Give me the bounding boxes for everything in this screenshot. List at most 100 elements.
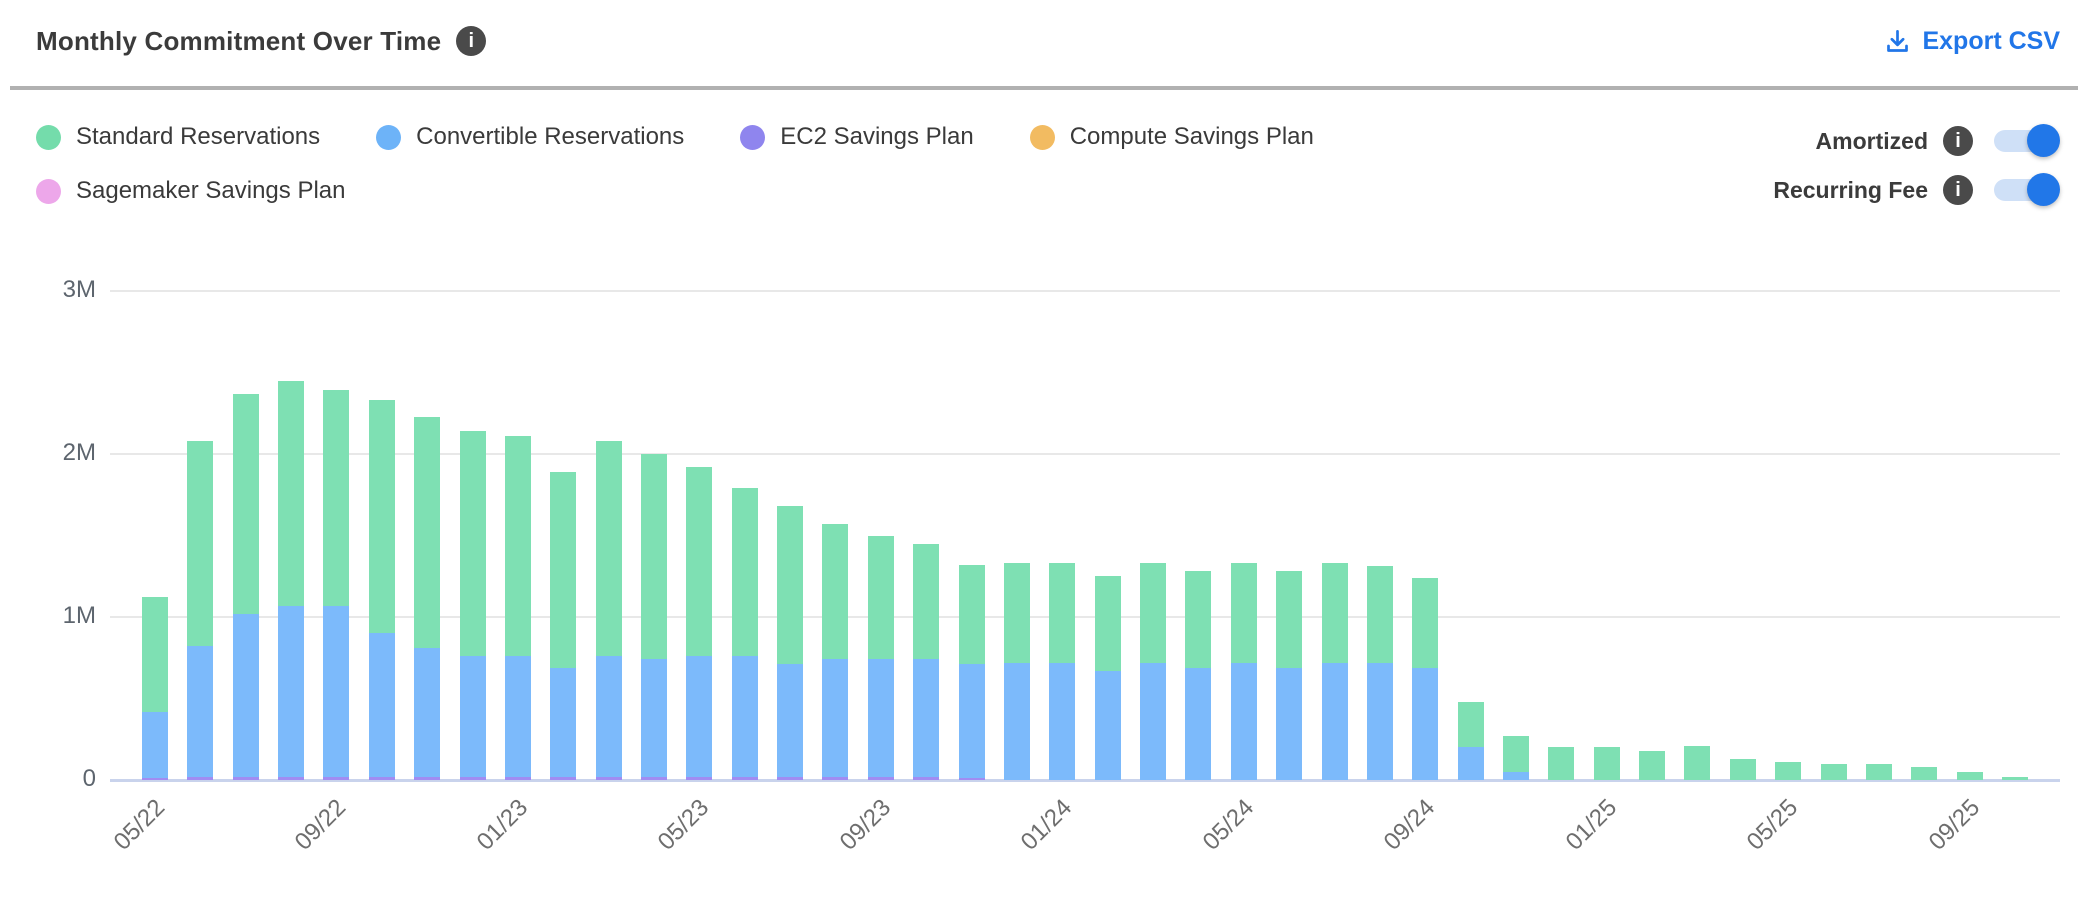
bar-segment[interactable]	[731, 488, 758, 657]
bar-segment[interactable]	[323, 776, 350, 780]
bar-segment[interactable]	[459, 776, 486, 780]
bar-segment[interactable]	[641, 776, 668, 780]
bar-segment[interactable]	[1185, 667, 1212, 780]
bar-segment[interactable]	[1185, 571, 1212, 668]
bar-segment[interactable]	[595, 440, 622, 657]
bar-segment[interactable]	[731, 776, 758, 780]
bar-segment[interactable]	[232, 393, 259, 614]
bar-segment[interactable]	[641, 454, 668, 660]
bar-segment[interactable]	[187, 646, 214, 777]
legend-item[interactable]: EC2 Savings Plan	[740, 122, 974, 152]
bar-segment[interactable]	[1548, 747, 1575, 780]
bar-segment[interactable]	[1412, 577, 1439, 668]
bar-segment[interactable]	[1140, 563, 1167, 663]
bar-segment[interactable]	[777, 506, 804, 665]
amortized-info-icon[interactable]	[1943, 126, 1973, 156]
bar-segment[interactable]	[1729, 758, 1756, 780]
title-info-icon[interactable]	[456, 26, 487, 56]
bar-segment[interactable]	[1321, 662, 1348, 780]
bar-segment[interactable]	[368, 400, 395, 634]
bar-segment[interactable]	[1457, 747, 1484, 780]
bar-segment[interactable]	[1775, 762, 1802, 780]
amortized-toggle[interactable]	[1994, 124, 2060, 157]
bar-segment[interactable]	[1502, 736, 1529, 772]
bar-segment[interactable]	[232, 776, 259, 780]
bar-segment[interactable]	[1049, 662, 1076, 780]
bar-segment[interactable]	[1321, 563, 1348, 663]
legend-item[interactable]: Sagemaker Savings Plan	[36, 176, 345, 206]
bar-segment[interactable]	[142, 711, 168, 779]
bar-segment[interactable]	[1684, 745, 1711, 780]
bar-segment[interactable]	[1094, 670, 1121, 780]
bar-segment[interactable]	[142, 778, 168, 780]
bar-segment[interactable]	[867, 776, 894, 780]
bar-segment[interactable]	[232, 613, 259, 777]
bar-segment[interactable]	[278, 380, 305, 606]
bar-segment[interactable]	[1003, 563, 1030, 663]
bar-segment[interactable]	[913, 659, 940, 777]
bar-segment[interactable]	[1639, 750, 1666, 780]
bar-segment[interactable]	[504, 656, 531, 777]
legend-item[interactable]: Standard Reservations	[36, 122, 320, 152]
bar-segment[interactable]	[1502, 771, 1529, 780]
bar-segment[interactable]	[913, 776, 940, 780]
bar-segment[interactable]	[414, 416, 441, 648]
bar-segment[interactable]	[550, 471, 577, 668]
bar-segment[interactable]	[187, 776, 214, 780]
bar-segment[interactable]	[187, 440, 214, 647]
bar-segment[interactable]	[1049, 563, 1076, 663]
bar-segment[interactable]	[323, 605, 350, 777]
bar-segment[interactable]	[550, 667, 577, 777]
bar-segment[interactable]	[913, 543, 940, 660]
bar-segment[interactable]	[504, 436, 531, 657]
bar-segment[interactable]	[323, 390, 350, 606]
bar-segment[interactable]	[2002, 776, 2028, 780]
bar-segment[interactable]	[1094, 576, 1121, 671]
bar-segment[interactable]	[1911, 766, 1938, 780]
bar-segment[interactable]	[142, 597, 168, 712]
bar-segment[interactable]	[414, 776, 441, 780]
bar-segment[interactable]	[459, 431, 486, 657]
bar-segment[interactable]	[1457, 701, 1484, 748]
bar-segment[interactable]	[686, 776, 713, 780]
bar-segment[interactable]	[958, 778, 985, 780]
bar-segment[interactable]	[1230, 662, 1257, 780]
bar-segment[interactable]	[1276, 667, 1303, 780]
bar-segment[interactable]	[958, 564, 985, 665]
bar-segment[interactable]	[1865, 763, 1892, 780]
bar-segment[interactable]	[1366, 662, 1393, 780]
bar-segment[interactable]	[777, 776, 804, 780]
bar-segment[interactable]	[504, 776, 531, 780]
bar-segment[interactable]	[595, 656, 622, 777]
bar-segment[interactable]	[368, 633, 395, 777]
bar-segment[interactable]	[1956, 771, 1983, 780]
bar-segment[interactable]	[867, 659, 894, 777]
bar-segment[interactable]	[1140, 662, 1167, 780]
bar-segment[interactable]	[414, 647, 441, 777]
bar-segment[interactable]	[278, 776, 305, 780]
bar-segment[interactable]	[822, 776, 849, 780]
legend-item[interactable]: Convertible Reservations	[376, 122, 684, 152]
bar-segment[interactable]	[641, 659, 668, 777]
bar-segment[interactable]	[822, 524, 849, 660]
legend-item[interactable]: Compute Savings Plan	[1029, 122, 1314, 152]
bar-segment[interactable]	[459, 656, 486, 777]
bar-segment[interactable]	[1366, 566, 1393, 663]
bar-segment[interactable]	[686, 656, 713, 777]
bar-segment[interactable]	[731, 656, 758, 777]
bar-segment[interactable]	[686, 467, 713, 657]
bar-segment[interactable]	[1593, 747, 1620, 780]
bar-segment[interactable]	[867, 535, 894, 660]
bar-segment[interactable]	[1003, 662, 1030, 780]
bar-segment[interactable]	[595, 776, 622, 780]
export-csv-button[interactable]: Export CSV	[1884, 27, 2060, 56]
bar-segment[interactable]	[1820, 763, 1847, 780]
bar-segment[interactable]	[278, 605, 305, 777]
bar-segment[interactable]	[550, 776, 577, 780]
recurring-fee-toggle[interactable]	[1994, 173, 2060, 206]
recurring-fee-info-icon[interactable]	[1943, 175, 1973, 205]
bar-segment[interactable]	[1230, 563, 1257, 663]
bar-segment[interactable]	[368, 776, 395, 780]
bar-segment[interactable]	[822, 659, 849, 777]
bar-segment[interactable]	[1276, 571, 1303, 668]
